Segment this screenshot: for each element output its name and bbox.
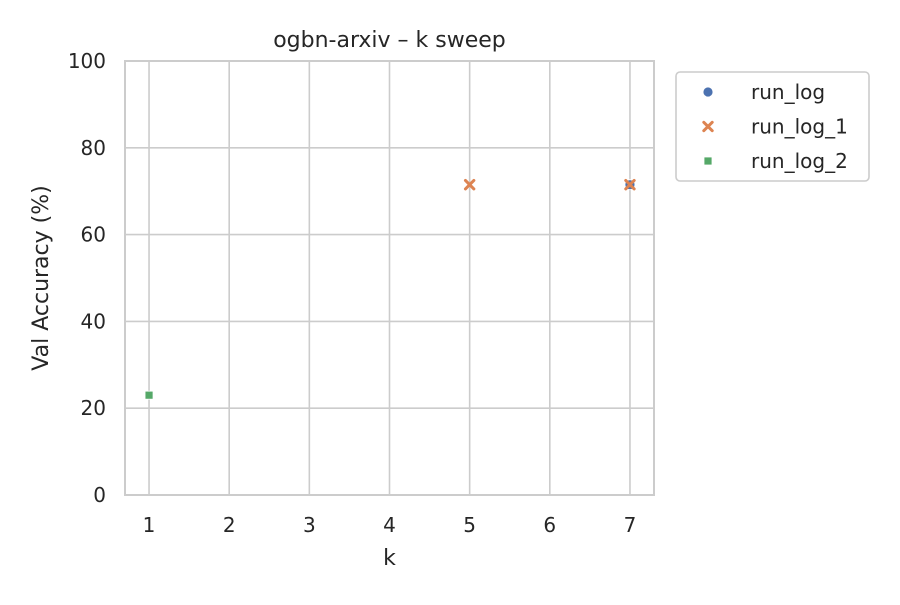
x-tick-labels: 1 2 3 4 5 6 7	[143, 513, 637, 537]
grid-lines	[125, 60, 654, 496]
plot-frame	[124, 60, 655, 496]
legend: run_log run_log_1 run_log_2	[675, 71, 870, 182]
y-axis-label: Val Accuracy (%)	[29, 185, 54, 370]
x-tick-label: 2	[223, 513, 236, 537]
legend-label: run_log	[751, 80, 825, 104]
y-tick-label: 100	[68, 49, 106, 73]
x-tick-label: 4	[383, 513, 396, 537]
data-point-run-log-1	[624, 178, 636, 191]
legend-label: run_log_2	[751, 149, 848, 173]
legend-box	[675, 71, 870, 182]
x-tick-label: 6	[543, 513, 556, 537]
data-point-run-log-2	[144, 390, 154, 400]
data-point-run-log-1	[463, 178, 476, 191]
y-tick-label: 20	[81, 396, 106, 420]
y-tick-label: 80	[81, 136, 106, 160]
legend-items: run_log run_log_1 run_log_2	[702, 80, 848, 173]
legend-label: run_log_1	[751, 115, 848, 139]
x-tick-label: 5	[463, 513, 476, 537]
data-points	[144, 178, 636, 400]
chart-title: ogbn-arxiv – k sweep	[273, 28, 506, 53]
legend-marker-run-log-2	[703, 156, 713, 166]
x-axis-label: k	[383, 546, 396, 571]
x-tick-label: 7	[624, 513, 637, 537]
x-tick-label: 1	[143, 513, 156, 537]
y-tick-label: 0	[93, 483, 106, 507]
x-tick-label: 3	[303, 513, 316, 537]
legend-marker-run-log	[702, 86, 714, 98]
y-tick-label: 40	[81, 309, 106, 333]
y-tick-label: 60	[81, 223, 106, 247]
legend-marker-run-log-1	[702, 120, 714, 133]
y-tick-labels: 0 20 40 60 80 100	[68, 49, 106, 507]
